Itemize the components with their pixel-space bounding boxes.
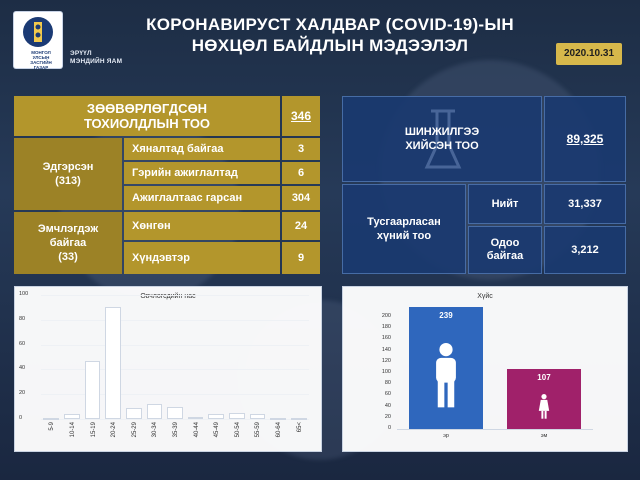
gender-chart-y-tick: 100	[381, 369, 391, 375]
age-chart-gridline	[41, 295, 309, 296]
gender-chart-x-tick: эр	[443, 433, 449, 439]
page-title: КОРОНАВИРУСТ ХАЛДВАР (COVID-19)-ЫН НӨХЦӨ…	[146, 15, 514, 55]
age-chart-bar	[84, 360, 101, 419]
recovered-row-value: 3	[282, 138, 320, 160]
treatment-label: Эмчлэгдэж байгаа (33)	[14, 212, 122, 274]
age-chart-bar	[105, 307, 121, 419]
age-chart-gridline	[41, 319, 309, 321]
gender-chart-title: Хүйс	[477, 293, 493, 300]
gender-chart-y-tick: 120	[381, 357, 391, 364]
age-chart-x-tick: 55-59	[255, 422, 262, 438]
age-chart-x-tick: 5-9	[49, 422, 56, 431]
age-chart-bar	[290, 417, 307, 420]
recovered-row-value: 304	[282, 186, 320, 210]
recovered-label: Эдгэрсэн (313)	[14, 138, 122, 210]
age-chart-gridline	[41, 419, 309, 420]
female-figure-icon	[538, 394, 550, 419]
age-chart-x-tick: 45-49	[214, 422, 221, 438]
age-chart-x-tick: 20-24	[111, 422, 118, 438]
tests-value: 89,325	[544, 96, 626, 182]
age-chart-bar	[64, 414, 80, 419]
age-chart-x-tick: 25-29	[131, 422, 138, 438]
government-logo: МОНГОЛ УЛСЫН ЗАСГИЙН ГАЗАР	[14, 12, 62, 70]
treatment-row-label: Хөнгөн	[124, 212, 280, 240]
tests-label: ШИНЖИЛГЭЭ ХИЙСЭН ТОО	[342, 96, 542, 182]
cases-table: ЗӨӨВӨРЛӨГДСӨН ТОХИОЛДЛЫН ТОО 346 Эдгэрсэ…	[14, 96, 320, 274]
gender-chart-y-tick: 60	[384, 391, 391, 398]
age-chart-x-tick: 40-44	[193, 422, 200, 438]
recovered-row-label: Хяналтад байгаа	[124, 138, 280, 160]
recovered-row-label: Гэрийн ажиглалтад	[124, 162, 280, 184]
isolated-current-label: Одоо байгаа	[468, 226, 542, 274]
age-chart-bar	[146, 404, 163, 419]
gender-chart-data-label: 107	[537, 373, 551, 383]
isolated-current-value: 3,212	[544, 226, 626, 274]
cases-header: ЗӨӨВӨРЛӨГДСӨН ТОХИОЛДЛЫН ТОО	[14, 96, 280, 136]
age-chart-bar	[43, 417, 60, 420]
tests-table: ШИНЖИЛГЭЭ ХИЙСЭН ТОО 89,325 Тусгаарласан…	[342, 96, 626, 274]
gender-chart-y-tick: 20	[384, 413, 391, 420]
age-chart-x-tick: 50-54	[234, 422, 241, 438]
age-chart-y-tick: 100	[19, 291, 29, 297]
ministry-name: ЭРҮҮЛ МЭНДИЙН ЯАМ	[70, 50, 123, 65]
age-chart-x-tick: 10-14	[69, 422, 76, 438]
age-chart-x-tick: 15-19	[90, 422, 97, 438]
gender-chart-y-tick: 40	[384, 402, 391, 409]
recovered-row-label: Ажиглалтаас гарсан	[124, 186, 280, 210]
age-chart-bar	[229, 412, 245, 419]
age-chart-bar	[187, 416, 204, 419]
treatment-row-value: 24	[282, 212, 320, 240]
age-chart-bar	[208, 414, 225, 419]
age-chart-x-tick: 65<	[296, 422, 303, 433]
age-chart-x-tick: 60-64	[276, 422, 283, 438]
logo-caption: МОНГОЛ УЛСЫН ЗАСГИЙН ГАЗАР	[30, 50, 52, 70]
treatment-row-label: Хүндэвтэр	[124, 242, 280, 274]
gender-chart-x-tick: эм	[540, 433, 548, 439]
age-chart-bar	[249, 414, 266, 419]
age-chart-gridline	[41, 394, 309, 396]
gender-chart-y-tick: 200	[381, 313, 391, 319]
gender-chart-panel: Хүйс 200 180 160 140 120 100 80 60 40 20 0 239 эр 107…	[342, 286, 628, 452]
isolated-label: Тусгаарласан хүний тоо	[342, 184, 466, 274]
age-chart-y-tick: 80	[19, 315, 26, 322]
gender-chart-y-tick: 140	[381, 346, 391, 353]
age-chart-x-tick: 30-34	[152, 422, 159, 438]
gender-chart-data-label: 239	[439, 311, 453, 320]
date-badge: 2020.10.31	[556, 43, 622, 65]
gender-chart-y-tick: 180	[381, 324, 391, 331]
treatment-row-value: 9	[282, 242, 320, 274]
cases-total: 346	[282, 96, 320, 136]
gender-chart-y-tick: 0	[387, 425, 391, 431]
isolated-total-value: 31,337	[544, 184, 626, 224]
age-chart-y-tick: 0	[19, 415, 23, 421]
gender-chart-y-tick: 160	[381, 335, 391, 342]
age-chart-bar	[167, 406, 183, 419]
soyombo-emblem-icon	[23, 17, 53, 47]
gender-chart-baseline	[397, 429, 593, 430]
age-chart-bar	[270, 417, 286, 420]
age-chart-title: Өвчлөгсдийн нас	[140, 293, 196, 300]
age-chart-bar	[125, 407, 142, 419]
isolated-total-label: Нийт	[468, 184, 542, 224]
test-tube-icon	[424, 109, 462, 169]
gender-chart-y-tick: 80	[384, 380, 391, 387]
age-chart-x-tick: 35-39	[173, 422, 179, 438]
age-chart-panel: Өвчлөгсдийн нас 100 80 60 40 20 0 5-9 10-14 15-1…	[14, 286, 322, 452]
recovered-row-value: 6	[282, 162, 320, 184]
age-chart-y-tick: 60	[19, 340, 26, 347]
age-chart-gridline	[41, 369, 309, 371]
male-figure-icon	[436, 343, 456, 408]
age-chart-gridline	[41, 344, 309, 346]
age-chart-y-tick: 40	[19, 365, 26, 372]
age-chart-y-tick: 20	[19, 390, 26, 397]
